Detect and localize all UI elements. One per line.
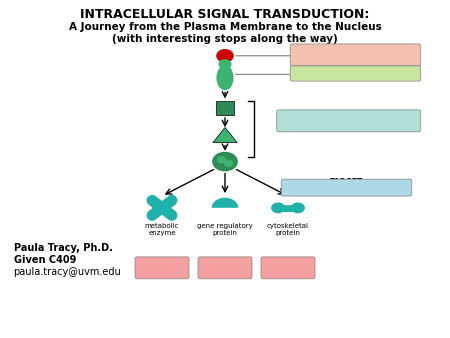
- Circle shape: [158, 204, 166, 211]
- Circle shape: [217, 50, 233, 62]
- Text: Paula Tracy, Ph.D.: Paula Tracy, Ph.D.: [14, 243, 112, 254]
- Text: paula.tracy@uvm.edu: paula.tracy@uvm.edu: [14, 267, 121, 277]
- FancyBboxPatch shape: [277, 110, 421, 132]
- Text: RECEPTOR PROTEIN: RECEPTOR PROTEIN: [310, 69, 396, 78]
- Text: INTRACELLULAR
SIGNALING PROTEINS: INTRACELLULAR SIGNALING PROTEINS: [302, 111, 396, 130]
- Circle shape: [217, 157, 225, 163]
- Text: (with interesting stops along the way): (with interesting stops along the way): [112, 34, 338, 45]
- Circle shape: [272, 203, 284, 213]
- FancyBboxPatch shape: [290, 66, 421, 81]
- Circle shape: [213, 152, 237, 171]
- Text: EXTRACELLULAR
SIGNAL MOLECULE: EXTRACELLULAR SIGNAL MOLECULE: [313, 45, 394, 65]
- FancyBboxPatch shape: [216, 101, 234, 115]
- FancyBboxPatch shape: [261, 257, 315, 279]
- Text: metabolic
enzyme: metabolic enzyme: [145, 223, 179, 236]
- Polygon shape: [213, 127, 237, 143]
- Text: gene regulatory
protein: gene regulatory protein: [197, 223, 253, 236]
- Circle shape: [225, 160, 233, 166]
- FancyBboxPatch shape: [135, 257, 189, 279]
- Polygon shape: [212, 198, 238, 208]
- Text: altered gene
expression: altered gene expression: [203, 261, 247, 274]
- Circle shape: [292, 203, 304, 213]
- FancyBboxPatch shape: [290, 44, 421, 66]
- Circle shape: [219, 60, 231, 69]
- Text: altered cell
shape or
movement: altered cell shape or movement: [269, 258, 307, 278]
- FancyBboxPatch shape: [198, 257, 252, 279]
- Text: Given C409: Given C409: [14, 255, 76, 265]
- Text: cytoskeletal
protein: cytoskeletal protein: [267, 223, 309, 236]
- Ellipse shape: [217, 66, 233, 90]
- Text: INTRACELLULAR SIGNAL TRANSDUCTION:: INTRACELLULAR SIGNAL TRANSDUCTION:: [80, 8, 370, 21]
- Text: A Journey from the Plasma Membrane to the Nucleus: A Journey from the Plasma Membrane to th…: [68, 22, 382, 32]
- Text: altered
metabolism: altered metabolism: [141, 261, 183, 274]
- Text: TARGET
PROTEINS: TARGET PROTEINS: [325, 178, 368, 197]
- FancyBboxPatch shape: [281, 179, 412, 196]
